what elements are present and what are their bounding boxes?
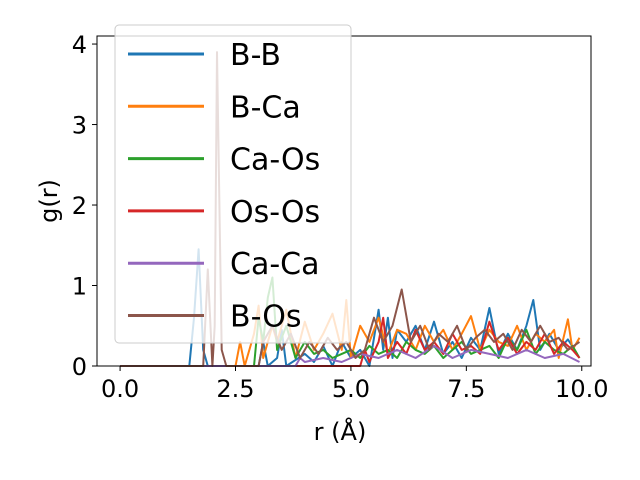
legend-label: Ca-Os <box>230 143 320 178</box>
x-tick-label: 7.5 <box>447 375 485 403</box>
x-tick-label: 0.0 <box>101 375 139 403</box>
legend-label: B-Os <box>230 300 301 335</box>
legend: B-B B-Ca Ca-Os Os-Os Ca-Ca B-Os <box>114 24 352 344</box>
y-axis-label: g(r) <box>35 179 63 223</box>
series-line-ca-ca <box>120 344 580 367</box>
x-axis: 0.0 2.5 5.0 7.5 10.0 <box>101 366 608 403</box>
y-tick-label: 3 <box>72 112 87 140</box>
y-axis: 0 1 2 3 4 <box>72 31 97 381</box>
legend-label: Ca-Ca <box>230 247 320 282</box>
legend-label: B-Ca <box>230 90 301 125</box>
series-line-os-os <box>120 316 581 367</box>
y-tick-label: 1 <box>72 273 87 301</box>
x-axis-label: r (Å) <box>314 417 367 446</box>
legend-label: Os-Os <box>230 195 320 230</box>
x-tick-label: 5.0 <box>332 375 370 403</box>
legend-label: B-B <box>230 38 281 73</box>
y-tick-label: 2 <box>72 192 87 220</box>
x-tick-label: 2.5 <box>216 375 254 403</box>
y-tick-label: 0 <box>72 353 87 381</box>
x-tick-label: 10.0 <box>555 375 608 403</box>
y-tick-label: 4 <box>72 31 87 59</box>
